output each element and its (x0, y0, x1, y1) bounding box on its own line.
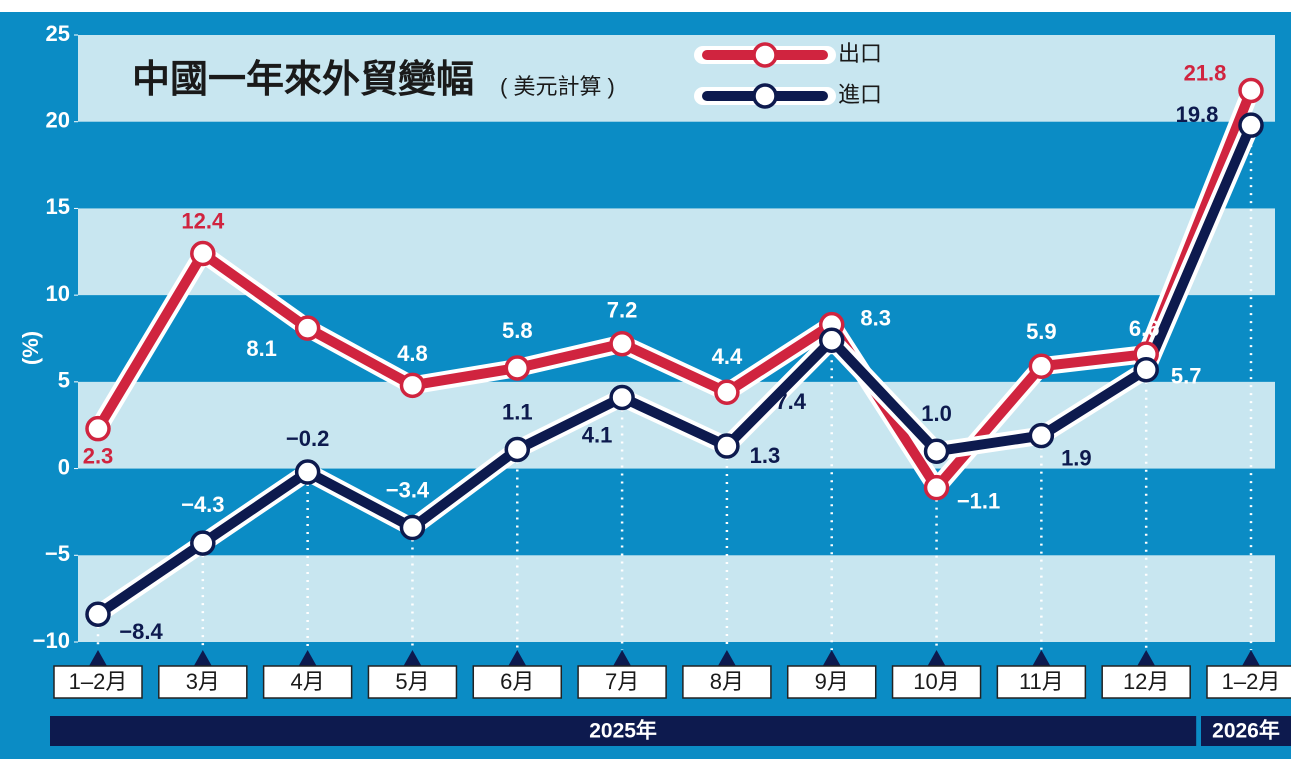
x-tick-label: 6月 (500, 669, 534, 694)
data-label: 5.8 (502, 318, 533, 343)
data-label: −3.4 (386, 477, 430, 502)
point (401, 517, 423, 539)
data-label: 1.9 (1061, 445, 1092, 470)
point (506, 357, 528, 379)
x-tick-label: 4月 (291, 669, 325, 694)
x-tick-label: 8月 (710, 669, 744, 694)
data-label: 1.1 (502, 399, 533, 424)
y-tick-label: −5 (45, 541, 70, 566)
x-tick-label: 5月 (395, 669, 429, 694)
point (1135, 359, 1157, 381)
year-label: 2025年 (589, 719, 657, 743)
point (297, 317, 319, 339)
point (716, 381, 738, 403)
point (611, 333, 633, 355)
data-label: 8.1 (246, 336, 277, 361)
data-label: 21.8 (1184, 60, 1227, 85)
band (78, 555, 1275, 642)
x-tick-label: 3月 (186, 669, 220, 694)
y-tick-label: 5 (58, 368, 70, 393)
chart-subtitle: ( 美元計算 ) (500, 74, 615, 99)
point (1030, 425, 1052, 447)
data-label: −4.3 (181, 492, 224, 517)
point (611, 386, 633, 408)
legend-label: 出口 (838, 41, 882, 66)
data-label: 4.8 (397, 341, 428, 366)
y-tick-label: 15 (46, 194, 70, 219)
data-label: 8.3 (860, 305, 891, 330)
point (926, 440, 948, 462)
year-label: 2026年 (1212, 719, 1280, 743)
point (297, 461, 319, 483)
data-label: 1.3 (750, 443, 781, 468)
data-label: 12.4 (181, 208, 225, 233)
x-tick-label: 7月 (605, 669, 639, 694)
x-tick-label: 1–2月 (1222, 669, 1281, 694)
point (87, 603, 109, 625)
legend-marker (754, 85, 776, 107)
y-tick-label: 0 (58, 454, 70, 479)
y-tick-label: 20 (46, 108, 70, 133)
data-label: 7.4 (775, 389, 806, 414)
data-label: 5.7 (1171, 364, 1202, 389)
x-tick-label: 10月 (913, 669, 959, 694)
y-tick-label: 25 (46, 21, 70, 46)
point (401, 374, 423, 396)
data-label: 5.9 (1026, 319, 1057, 344)
point (87, 418, 109, 440)
point (926, 477, 948, 499)
chart-title: 中國一年來外貿變幅 (132, 59, 474, 101)
data-label: 6.6 (1129, 316, 1160, 341)
point (192, 532, 214, 554)
point (506, 438, 528, 460)
legend-marker (754, 44, 776, 66)
point (1240, 79, 1262, 101)
y-tick-label: −10 (33, 628, 70, 653)
x-tick-label: 9月 (815, 669, 849, 694)
data-label: 2.3 (83, 443, 114, 468)
point (1030, 355, 1052, 377)
x-tick-label: 1–2月 (69, 669, 128, 694)
point (821, 329, 843, 351)
legend-label: 進口 (838, 82, 882, 107)
data-label: 4.1 (582, 422, 613, 447)
data-label: 1.0 (921, 401, 952, 426)
x-tick-label: 12月 (1123, 669, 1169, 694)
data-label: −8.4 (119, 619, 163, 644)
point (716, 435, 738, 457)
data-label: 7.2 (607, 298, 638, 323)
data-label: −0.2 (286, 426, 329, 451)
data-label: −1.1 (957, 488, 1000, 513)
point (1240, 114, 1262, 136)
y-tick-label: 10 (46, 281, 70, 306)
data-label: 4.4 (712, 344, 743, 369)
data-label: 19.8 (1176, 102, 1219, 127)
point (192, 243, 214, 265)
x-tick-label: 11月 (1019, 669, 1064, 694)
y-axis-label: (%) (18, 331, 43, 365)
chart: 中國一年來外貿變幅 ( 美元計算 ) (%) −10 −5 0 5 10 15 20 25 1–… (0, 0, 1291, 759)
